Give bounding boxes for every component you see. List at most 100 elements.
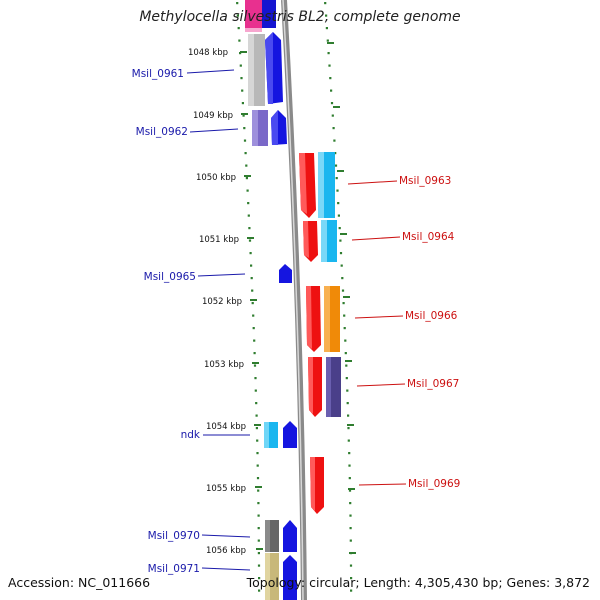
- ring-dot: [247, 202, 250, 205]
- ring-dot: [349, 539, 352, 542]
- gene-label-msil-0969[interactable]: Msil_0969: [408, 478, 460, 490]
- kbp-label-1049: 1049 kbp: [193, 111, 233, 121]
- ring-dot: [254, 377, 257, 380]
- gene-label-msil-0970[interactable]: Msil_0970: [148, 530, 200, 542]
- ring-dot: [253, 364, 257, 367]
- ring-dot: [257, 552, 260, 555]
- ring-dot: [331, 114, 334, 117]
- gene-label-ndk[interactable]: ndk: [181, 429, 201, 441]
- ring-dot: [347, 427, 350, 430]
- genome-backbone: [281, 0, 307, 600]
- kbp-label-1056: 1056 kbp: [206, 546, 246, 556]
- ring-dot: [237, 27, 240, 30]
- ring-dot: [348, 464, 351, 467]
- ring-dot: [333, 139, 336, 142]
- ring-dot: [239, 64, 242, 67]
- ring-dot: [343, 314, 346, 317]
- ring-dot: [348, 477, 351, 480]
- ring-dot: [346, 389, 349, 392]
- ring-dot: [238, 39, 241, 42]
- ring-dot: [334, 164, 338, 167]
- ring-dot: [248, 227, 251, 230]
- ring-dot: [241, 89, 244, 92]
- ring-dot: [327, 52, 330, 55]
- ring-dot: [241, 102, 244, 105]
- gene-arrow-msil-0965[interactable]: [279, 264, 292, 283]
- ring-dot: [251, 302, 254, 305]
- ring-dot: [250, 277, 253, 280]
- ring-dot: [236, 14, 239, 17]
- ring-dot: [339, 252, 343, 255]
- ring-dot: [347, 414, 350, 417]
- ring-dot: [339, 239, 342, 242]
- ring-dot: [330, 102, 334, 105]
- ring-dot: [343, 327, 346, 330]
- gene-label-msil-0963[interactable]: Msil_0963: [399, 175, 451, 187]
- kbp-label-1050: 1050 kbp: [196, 173, 236, 183]
- kbp-label-1055: 1055 kbp: [206, 484, 246, 494]
- gene-label-msil-0964[interactable]: Msil_0964: [402, 231, 455, 243]
- gene-arrow-msil-0971[interactable]: [283, 555, 297, 600]
- connector-msil-0963: [347, 180, 398, 185]
- topology-text: Topology: circular; Length: 4,305,430 bp…: [246, 575, 590, 590]
- gene-label-msil-0961[interactable]: Msil_0961: [132, 68, 184, 80]
- ring-dot: [242, 114, 245, 117]
- ring-dot: [337, 202, 340, 205]
- ring-dot: [248, 239, 252, 242]
- ring-dot: [332, 127, 335, 130]
- gene-label-msil-0967[interactable]: Msil_0967: [407, 378, 459, 390]
- gene-block-magenta[interactable]: [245, 0, 262, 32]
- kbp-label-1048: 1048 kbp: [188, 48, 228, 58]
- ring-dot: [252, 327, 255, 330]
- ring-dot: [349, 502, 352, 505]
- ring-dot: [244, 152, 247, 155]
- ring-dot: [344, 339, 347, 342]
- ring-dot: [349, 527, 352, 530]
- gene-label-msil-0971[interactable]: Msil_0971: [148, 563, 200, 575]
- ring-dot: [325, 27, 328, 30]
- ring-dot: [338, 227, 341, 230]
- ring-dot: [251, 289, 254, 292]
- connector-msil-0962: [189, 128, 239, 133]
- ring-dot: [258, 577, 261, 580]
- gene-arrow-ndk[interactable]: [283, 421, 297, 448]
- ring-dot: [341, 277, 344, 280]
- gene-arrow-top[interactable]: [262, 0, 276, 28]
- outer-right-ring: [324, 2, 353, 592]
- kbp-label-1053: 1053 kbp: [204, 360, 244, 370]
- ring-dot: [257, 527, 260, 530]
- ring-dot: [252, 314, 255, 317]
- ring-dot: [256, 452, 259, 455]
- ring-dot: [245, 164, 248, 167]
- ring-dot: [255, 427, 258, 430]
- ring-dot: [335, 177, 338, 180]
- ring-dot: [243, 127, 246, 130]
- gene-label-msil-0965[interactable]: Msil_0965: [144, 271, 196, 283]
- kbp-scale: 1048 kbp 1049 kbp 1050 kbp 1051 kbp 1052…: [188, 48, 263, 556]
- gene-arrow-msil-0970[interactable]: [283, 520, 297, 552]
- genome-title: Methylocella silvestris BL2, complete ge…: [139, 9, 461, 25]
- outer-left-ring: [236, 2, 261, 592]
- accession-text: Accession: NC_011666: [8, 575, 151, 590]
- connector-msil-0971: [201, 567, 251, 571]
- ring-dot: [325, 14, 328, 17]
- ring-dot: [346, 402, 349, 405]
- connector-msil-0969: [358, 483, 407, 486]
- ring-dot: [256, 439, 259, 442]
- connector-msil-0967: [356, 383, 406, 387]
- ring-dot: [324, 2, 327, 5]
- ring-dot: [256, 464, 259, 467]
- ring-dot: [345, 364, 348, 367]
- ring-dot: [250, 264, 253, 267]
- ring-dot: [257, 489, 260, 492]
- gene-label-msil-0962[interactable]: Msil_0962: [136, 126, 188, 138]
- ring-dot: [257, 539, 260, 542]
- ring-dot: [255, 414, 258, 417]
- ring-dot: [336, 189, 339, 192]
- connector-msil-0964: [351, 236, 401, 241]
- gene-label-msil-0966[interactable]: Msil_0966: [405, 310, 458, 322]
- ring-dot: [328, 64, 331, 67]
- connector-msil-0965: [197, 273, 246, 277]
- ring-dot: [348, 452, 351, 455]
- ring-dot: [253, 352, 256, 355]
